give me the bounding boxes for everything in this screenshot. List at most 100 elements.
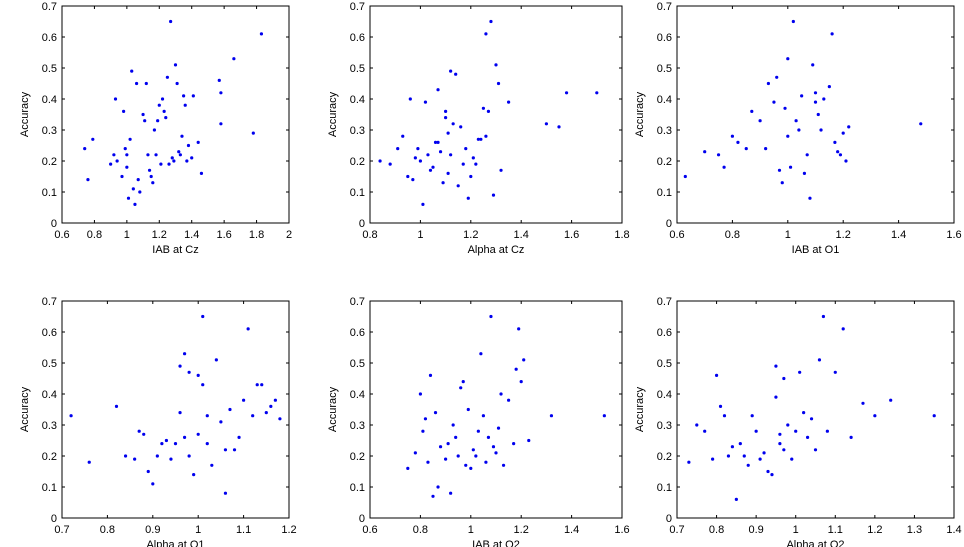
x-tick-label: 1.4 — [514, 229, 529, 241]
scatter-point — [527, 438, 531, 443]
scatter-point — [469, 174, 473, 179]
scatter-point — [802, 411, 806, 415]
y-tick-label: 0.3 — [42, 420, 57, 432]
scatter-point — [486, 435, 491, 439]
plot-frame — [61, 5, 290, 224]
scatter-point — [772, 100, 776, 104]
y-tick-label: 0.6 — [42, 32, 57, 44]
scatter-point — [159, 162, 163, 166]
y-tick-label: 0.3 — [657, 420, 672, 432]
scatter-point — [476, 429, 480, 433]
scatter-point — [471, 156, 475, 160]
scatter-point — [766, 469, 770, 474]
x-axis-label: Alpha at Cz — [468, 244, 525, 256]
scatter-point — [255, 383, 259, 387]
scatter-point — [836, 150, 840, 154]
scatter-point — [177, 150, 181, 154]
scatter-point — [730, 134, 735, 138]
y-tick-label: 0 — [666, 218, 672, 230]
scatter-point — [112, 153, 116, 157]
scatter-point — [770, 473, 774, 477]
scatter-point — [91, 137, 95, 141]
scatter-point — [416, 147, 420, 151]
scatter-point — [847, 125, 851, 129]
scatter-point — [474, 454, 478, 458]
x-tick-label: 1.1 — [236, 524, 251, 536]
scatter-point — [446, 131, 450, 135]
y-tick-label: 0.4 — [657, 94, 672, 106]
x-tick-label: 0.8 — [725, 229, 740, 241]
y-tick-label: 0.6 — [657, 32, 672, 44]
scatter-point — [152, 128, 157, 132]
scatter-point — [722, 414, 727, 418]
scatter-point — [178, 411, 182, 415]
x-tick-label: 1.2 — [836, 229, 851, 241]
scatter-point — [489, 314, 493, 319]
x-tick-label: 0.8 — [413, 524, 428, 536]
scatter-point — [479, 352, 483, 356]
scatter-point — [491, 193, 496, 197]
scatter-point — [446, 442, 450, 446]
scatter-point — [137, 429, 141, 433]
y-tick-label: 0.4 — [657, 389, 672, 401]
scatter-point — [408, 97, 412, 101]
scatter-point — [514, 367, 518, 371]
scatter-point — [714, 373, 719, 377]
scatter-panel-1: 0.6 0.8 1 1.2 1.4 1.6 1.8 2 0 0.1 0.2 0.3 0.4 0.5 0.6 0… — [19, 1, 292, 256]
scatter-point — [123, 454, 128, 458]
scatter-point — [396, 147, 400, 151]
scatter-point — [602, 414, 606, 418]
scatter-point — [805, 435, 810, 439]
scatter-point — [128, 137, 132, 141]
scatter-point — [219, 122, 223, 126]
x-tick-label: 1.2 — [514, 524, 529, 536]
y-tick-label: 0.3 — [657, 125, 672, 137]
scatter-point — [744, 147, 748, 151]
y-tick-label: 0.7 — [350, 1, 365, 13]
scatter-point — [821, 314, 826, 319]
scatter-point — [431, 165, 435, 169]
y-tick-label: 0.6 — [350, 32, 365, 44]
scatter-point — [466, 196, 470, 200]
scatter-point — [750, 414, 754, 418]
y-tick-label: 0.1 — [657, 187, 672, 199]
scatter-point — [438, 445, 443, 449]
scatter-point — [428, 168, 433, 172]
y-tick-label: 0.1 — [42, 482, 57, 494]
y-tick-label: 0 — [359, 513, 365, 525]
scatter-point — [269, 404, 273, 408]
scatter-point — [816, 112, 820, 117]
scatter-panel-5: 0.6 0.8 1 1.2 1.4 1.6 0 0.1 0.2 0.3 0.4 0.5 0.6 0.7 IA… — [327, 296, 630, 547]
scatter-point — [83, 147, 87, 151]
scatter-point — [242, 398, 246, 402]
plot-frame — [61, 300, 290, 519]
y-tick-label: 0.6 — [657, 327, 672, 339]
scatter-point — [444, 109, 448, 113]
scatter-point — [167, 162, 171, 166]
scatter-point — [125, 153, 129, 157]
scatter-point — [813, 91, 818, 95]
scatter-point — [186, 143, 191, 148]
x-tick-label: 1.6 — [946, 229, 961, 241]
scatter-point — [461, 162, 465, 166]
scatter-point — [449, 153, 453, 157]
scatter-point — [205, 414, 209, 418]
scatter-point — [146, 153, 150, 157]
scatter-point — [232, 57, 236, 61]
scatter-panel-4: 0.7 0.8 0.9 1 1.1 1.2 0 0.1 0.2 0.3 0.4 0.5 0.6 0.7 Al… — [19, 296, 297, 547]
scatter-point — [687, 460, 691, 464]
scatter-point — [499, 168, 503, 172]
scatter-point — [738, 442, 742, 446]
scatter-point — [822, 97, 826, 101]
scatter-point — [133, 202, 137, 206]
scatter-point — [164, 116, 168, 120]
scatter-point — [196, 432, 200, 436]
scatter-point — [444, 457, 448, 461]
scatter-point — [418, 392, 422, 396]
scatter-point — [134, 81, 139, 86]
x-tick-label: 1.4 — [184, 229, 199, 241]
scatter-point — [157, 103, 161, 107]
scatter-point — [833, 140, 837, 144]
y-tick-label: 0.1 — [350, 482, 365, 494]
scatter-point — [210, 463, 214, 467]
